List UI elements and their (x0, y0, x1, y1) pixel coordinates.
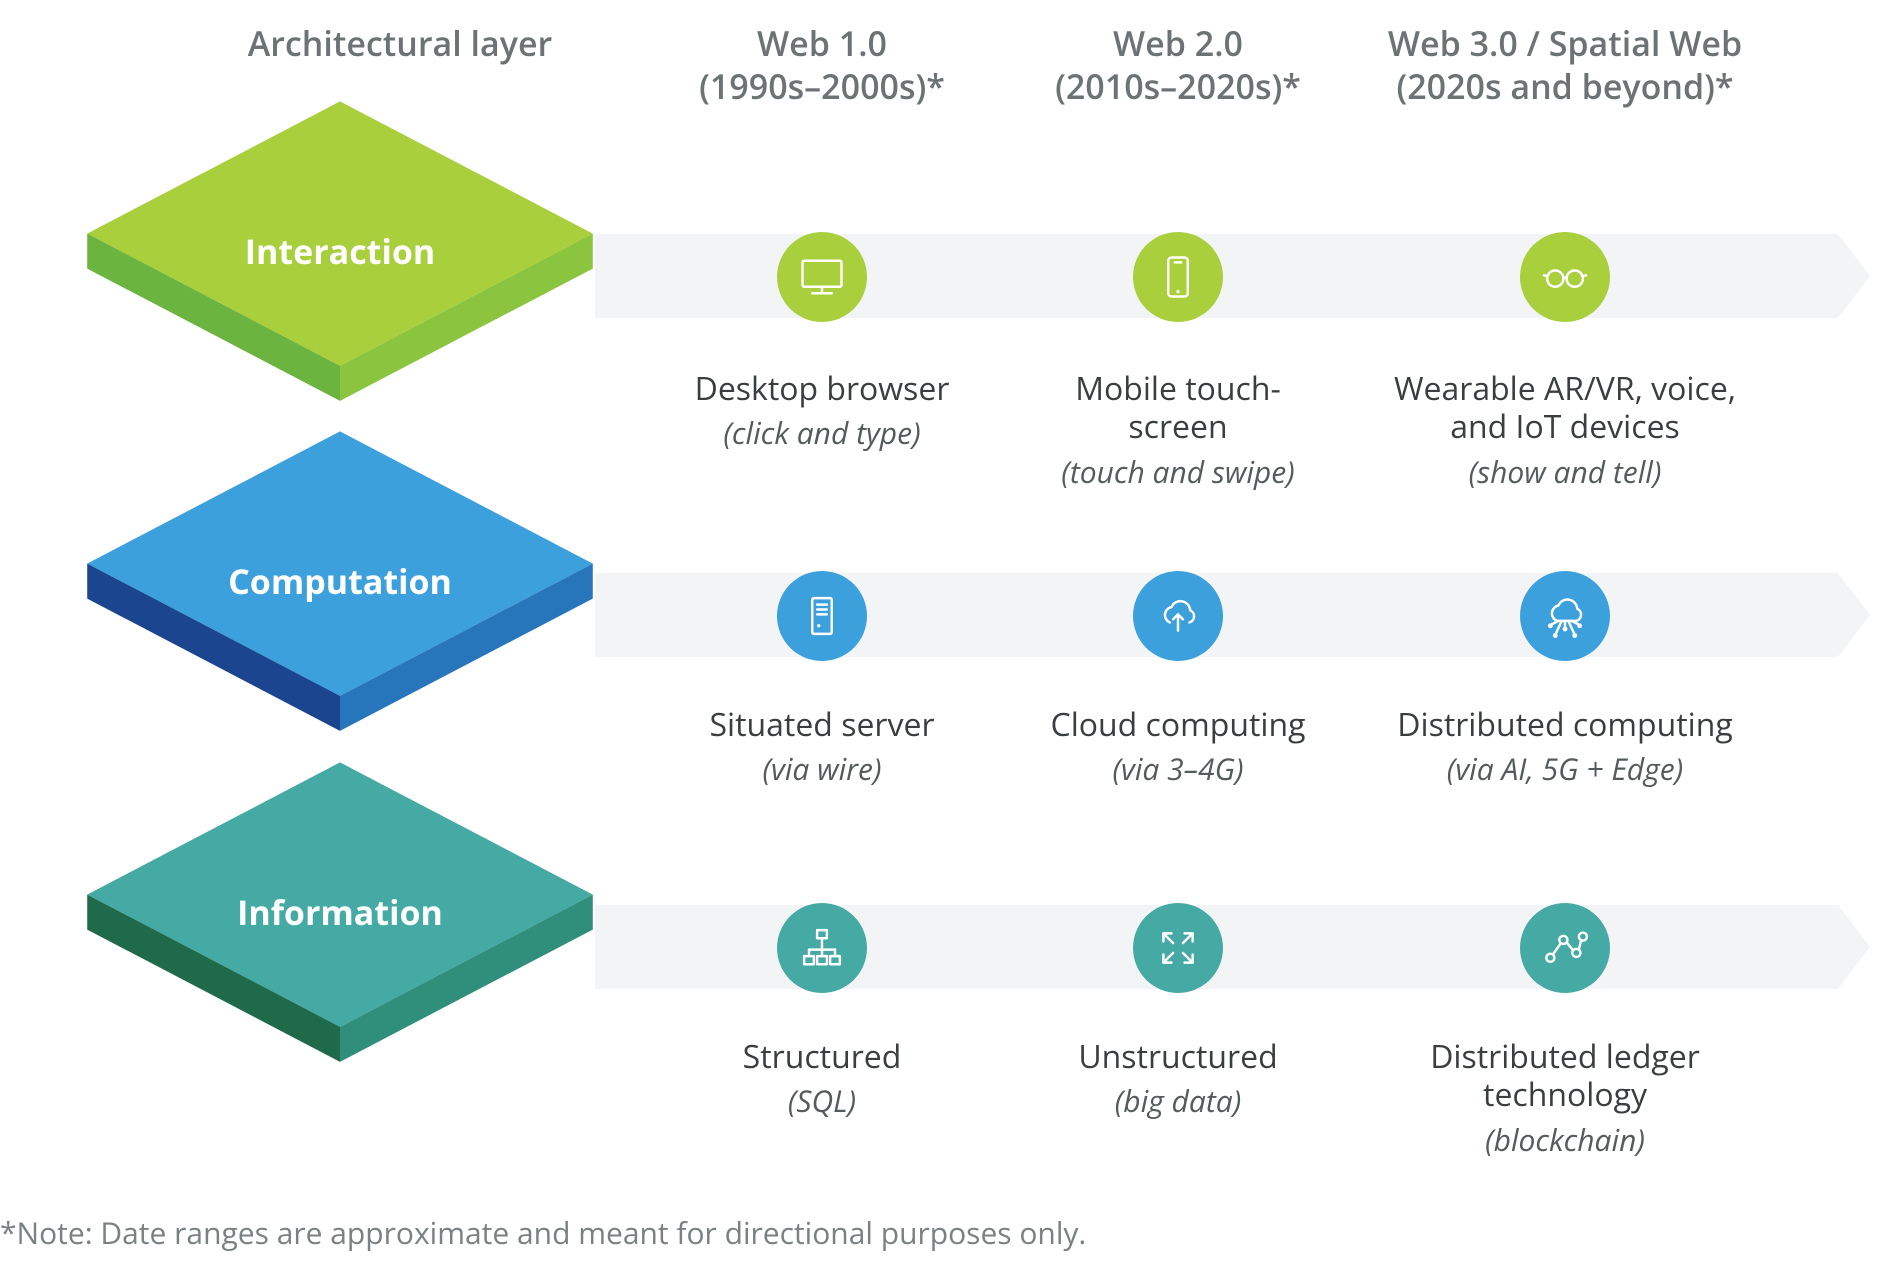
cell-interaction-2-title: Mobile touch-screen (998, 370, 1358, 447)
monitor-icon (796, 251, 848, 303)
cloud-up-icon (1152, 590, 1204, 642)
header-col-2-line2: (2010s–2020s)* (998, 65, 1358, 108)
tile-information-label: Information (237, 889, 443, 935)
icon-interaction-1 (777, 232, 867, 322)
cell-interaction-1: Desktop browser (click and type) (642, 370, 1002, 453)
cell-interaction-2: Mobile touch-screen(touch and swipe) (998, 370, 1358, 492)
hierarchy-icon (796, 922, 848, 974)
header-col-1-line1: Web 1.0 (642, 22, 1002, 65)
header-col-1-line2: (1990s–2000s)* (642, 65, 1002, 108)
tile-interaction: Interaction (60, 80, 620, 430)
cell-interaction-3: Wearable AR/VR, voice,and IoT devices(sh… (1385, 370, 1745, 492)
icon-interaction-3 (1520, 232, 1610, 322)
icon-interaction-2 (1133, 232, 1223, 322)
cell-computation-2: Cloud computing (via 3–4G) (998, 706, 1358, 789)
cell-information-2-title: Unstructured (998, 1038, 1358, 1076)
cell-computation-1: Situated server (via wire) (642, 706, 1002, 789)
header-col-3: Web 3.0 / Spatial Web(2020s and beyond)* (1385, 22, 1745, 107)
cell-computation-1-sub: (via wire) (642, 748, 1002, 789)
graph-icon (1539, 922, 1591, 974)
cell-interaction-1-title: Desktop browser (642, 370, 1002, 408)
cell-information-2-sub: (big data) (998, 1080, 1358, 1121)
icon-information-2 (1133, 903, 1223, 993)
header-architectural-layer: Architectural layer (230, 22, 570, 65)
header-col-2-line1: Web 2.0 (998, 22, 1358, 65)
cell-information-1-title: Structured (642, 1038, 1002, 1076)
tile-computation-label: Computation (228, 558, 452, 604)
cell-information-3-title: Distributed ledgertechnology (1385, 1038, 1745, 1115)
cell-information-3: Distributed ledgertechnology(blockchain) (1385, 1038, 1745, 1160)
glasses-icon (1539, 251, 1591, 303)
cell-interaction-1-sub: (click and type) (642, 412, 1002, 453)
icon-computation-2 (1133, 571, 1223, 661)
cell-computation-3-sub: (via AI, 5G + Edge) (1385, 748, 1745, 789)
cell-interaction-3-title: Wearable AR/VR, voice,and IoT devices (1385, 370, 1745, 447)
header-col-1: Web 1.0(1990s–2000s)* (642, 22, 1002, 107)
cell-computation-2-title: Cloud computing (998, 706, 1358, 744)
cell-information-2: Unstructured (big data) (998, 1038, 1358, 1121)
icon-computation-1 (777, 571, 867, 661)
cell-information-3-sub: (blockchain) (1385, 1119, 1745, 1160)
tile-information: Information (60, 741, 620, 1091)
header-col-2: Web 2.0(2010s–2020s)* (998, 22, 1358, 107)
tile-interaction-label: Interaction (245, 228, 435, 274)
tile-computation: Computation (60, 410, 620, 760)
header-col-3-line2: (2020s and beyond)* (1385, 65, 1745, 108)
cell-computation-1-title: Situated server (642, 706, 1002, 744)
expand-icon (1152, 922, 1204, 974)
phone-icon (1152, 251, 1204, 303)
cell-information-1-sub: (SQL) (642, 1080, 1002, 1121)
cloud-net-icon (1539, 590, 1591, 642)
header-architectural-layer-text: Architectural layer (230, 22, 570, 65)
icon-information-1 (777, 903, 867, 993)
cell-computation-2-sub: (via 3–4G) (998, 748, 1358, 789)
icon-information-3 (1520, 903, 1610, 993)
cell-interaction-2-sub: (touch and swipe) (998, 451, 1358, 492)
header-col-3-line1: Web 3.0 / Spatial Web (1385, 22, 1745, 65)
cell-interaction-3-sub: (show and tell) (1385, 451, 1745, 492)
cell-information-1: Structured (SQL) (642, 1038, 1002, 1121)
cell-computation-3: Distributed computing (via AI, 5G + Edge) (1385, 706, 1745, 789)
footnote: *Note: Date ranges are approximate and m… (0, 1212, 1086, 1253)
cell-computation-3-title: Distributed computing (1385, 706, 1745, 744)
icon-computation-3 (1520, 571, 1610, 661)
server-icon (796, 590, 848, 642)
